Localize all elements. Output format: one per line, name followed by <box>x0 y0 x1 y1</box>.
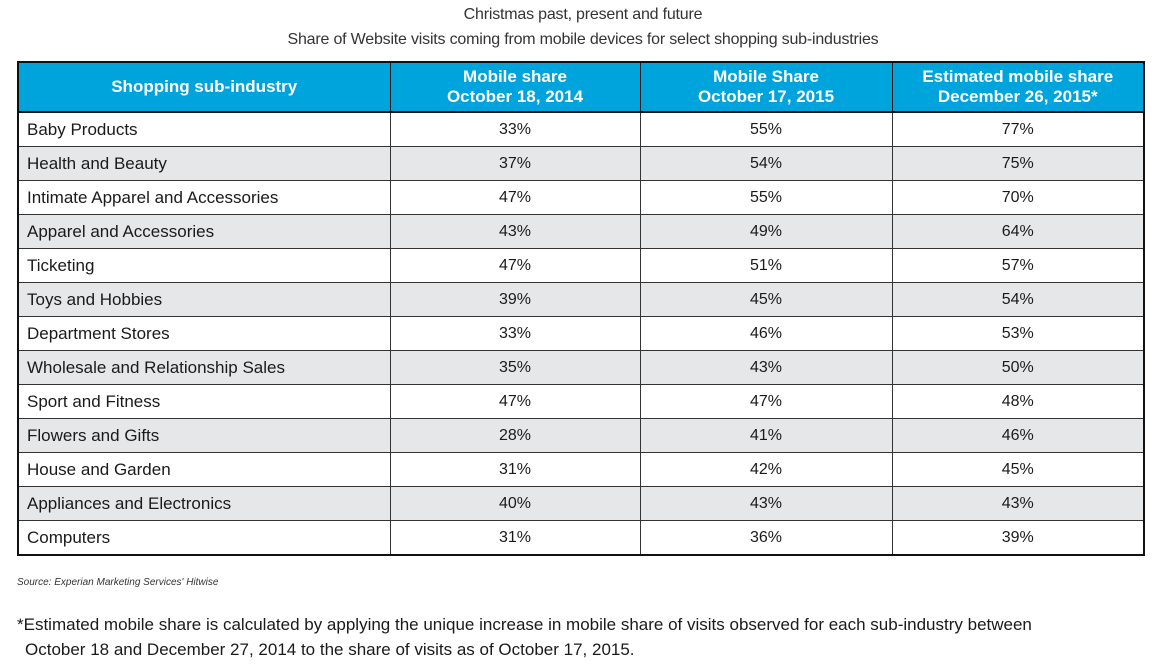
estimated-share-cell: 50% <box>892 350 1145 385</box>
estimated-share-cell: 70% <box>892 180 1145 215</box>
chart-subtitle: Share of Website visits coming from mobi… <box>287 31 879 48</box>
estimated-share-cell: 64% <box>892 214 1145 249</box>
share-2014-cell: 47% <box>390 384 641 419</box>
sub-industry-cell: Computers <box>18 520 391 556</box>
sub-industry-cell: Flowers and Gifts <box>18 418 391 453</box>
share-2015-cell: 42% <box>640 452 893 487</box>
table-row: Intimate Apparel and Accessories 47% 55% 70… <box>18 180 1145 215</box>
sub-industry-cell: Toys and Hobbies <box>18 282 391 317</box>
share-2015-cell: 43% <box>640 486 893 521</box>
share-2014-cell: 31% <box>390 452 641 487</box>
share-2015-cell: 55% <box>640 112 893 147</box>
header-line: Mobile Share <box>713 67 819 86</box>
table-row: Appliances and Electronics 40% 43% 43% <box>18 486 1145 521</box>
table-row: Flowers and Gifts 28% 41% 46% <box>18 418 1145 453</box>
share-2015-cell: 43% <box>640 350 893 385</box>
estimated-share-cell: 53% <box>892 316 1145 351</box>
share-2015-cell: 36% <box>640 520 893 556</box>
footnote: *Estimated mobile share is calculated by… <box>17 612 1137 662</box>
header-line: Shopping sub-industry <box>111 77 298 96</box>
share-2014-cell: 40% <box>390 486 641 521</box>
column-header-sub-industry: Shopping sub-industry <box>18 62 391 113</box>
header-line: October 18, 2014 <box>446 87 584 106</box>
sub-industry-cell: Health and Beauty <box>18 146 391 181</box>
share-2015-cell: 47% <box>640 384 893 419</box>
table-row: Sport and Fitness 47% 47% 48% <box>18 384 1145 419</box>
footnote-line: October 18 and December 27, 2014 to the … <box>25 640 635 659</box>
share-2014-cell: 33% <box>390 316 641 351</box>
estimated-share-cell: 75% <box>892 146 1145 181</box>
share-2014-cell: 31% <box>390 520 641 556</box>
table-row: Toys and Hobbies 39% 45% 54% <box>18 282 1145 317</box>
estimated-share-cell: 54% <box>892 282 1145 317</box>
share-2014-cell: 37% <box>390 146 641 181</box>
estimated-share-cell: 43% <box>892 486 1145 521</box>
sub-industry-cell: Department Stores <box>18 316 391 351</box>
mobile-share-table: Shopping sub-industry Mobile share Octobe… <box>17 61 1145 556</box>
table-row: Health and Beauty 37% 54% 75% <box>18 146 1145 181</box>
sub-industry-cell: Wholesale and Relationship Sales <box>18 350 391 385</box>
estimated-share-cell: 48% <box>892 384 1145 419</box>
footnote-line: *Estimated mobile share is calculated by… <box>17 615 1032 634</box>
sub-industry-cell: Intimate Apparel and Accessories <box>18 180 391 215</box>
header-line: Mobile share <box>463 67 567 86</box>
share-2014-cell: 28% <box>390 418 641 453</box>
estimated-share-cell: 39% <box>892 520 1145 556</box>
sub-industry-cell: Apparel and Accessories <box>18 214 391 249</box>
column-header-2014: Mobile share October 18, 2014 <box>390 62 641 113</box>
table-row: Department Stores 33% 46% 53% <box>18 316 1145 351</box>
table-row: House and Garden 31% 42% 45% <box>18 452 1145 487</box>
share-2015-cell: 46% <box>640 316 893 351</box>
estimated-share-cell: 57% <box>892 248 1145 283</box>
share-2015-cell: 51% <box>640 248 893 283</box>
estimated-share-cell: 46% <box>892 418 1145 453</box>
sub-industry-cell: House and Garden <box>18 452 391 487</box>
share-2014-cell: 43% <box>390 214 641 249</box>
table-row: Computers 31% 36% 39% <box>18 520 1145 556</box>
share-2015-cell: 41% <box>640 418 893 453</box>
share-2015-cell: 45% <box>640 282 893 317</box>
sub-industry-cell: Appliances and Electronics <box>18 486 391 521</box>
column-header-estimated: Estimated mobile share December 26, 2015* <box>892 62 1145 113</box>
table-row: Ticketing 47% 51% 57% <box>18 248 1145 283</box>
sub-industry-cell: Sport and Fitness <box>18 384 391 419</box>
table-row: Apparel and Accessories 43% 49% 64% <box>18 214 1145 249</box>
chart-title: Christmas past, present and future <box>463 6 703 23</box>
estimated-share-cell: 77% <box>892 112 1145 147</box>
estimated-share-cell: 45% <box>892 452 1145 487</box>
share-2014-cell: 39% <box>390 282 641 317</box>
table-row: Baby Products 33% 55% 77% <box>18 112 1145 147</box>
share-2014-cell: 47% <box>390 248 641 283</box>
header-row: Shopping sub-industry Mobile share Octobe… <box>18 62 1145 113</box>
header-line: October 17, 2015 <box>697 87 835 106</box>
share-2014-cell: 35% <box>390 350 641 385</box>
sub-industry-cell: Ticketing <box>18 248 391 283</box>
share-2014-cell: 47% <box>390 180 641 215</box>
share-2014-cell: 33% <box>390 112 641 147</box>
header-line: Estimated mobile share <box>922 67 1114 86</box>
share-2015-cell: 54% <box>640 146 893 181</box>
share-2015-cell: 55% <box>640 180 893 215</box>
share-2015-cell: 49% <box>640 214 893 249</box>
column-header-2015: Mobile Share October 17, 2015 <box>640 62 893 113</box>
table-row: Wholesale and Relationship Sales 35% 43% 50… <box>18 350 1145 385</box>
header-line: December 26, 2015* <box>937 87 1098 106</box>
sub-industry-cell: Baby Products <box>18 112 391 147</box>
source-note: Source: Experian Marketing Services' Hit… <box>17 577 219 588</box>
